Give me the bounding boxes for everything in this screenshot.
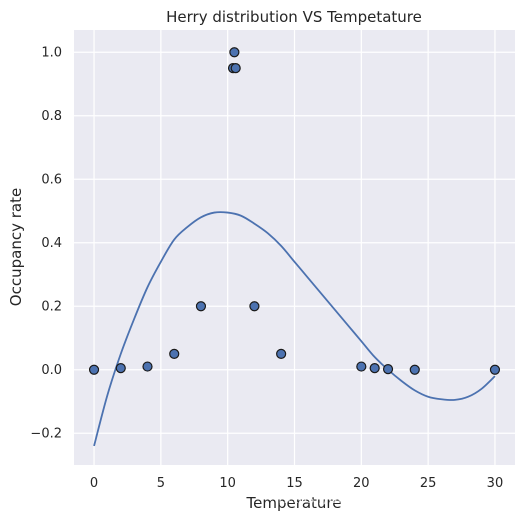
data-point-6 [229, 47, 240, 58]
watermark: https://blog.csdn.net/PRINCE2327 [278, 491, 515, 507]
data-point-14 [489, 364, 501, 375]
x-tick-label: 5 [157, 476, 165, 491]
x-tick-label: 30 [487, 476, 504, 491]
y-tick-label: 0.4 [41, 236, 62, 251]
y-tick-label: 0.8 [41, 109, 62, 124]
data-points-group [88, 47, 501, 375]
x-tick-label: 20 [353, 476, 370, 491]
fit-curve-line [93, 211, 496, 447]
x-axis-label: Temperature [245, 494, 341, 512]
chart-title: Herry distribution VS Tempetature [166, 8, 422, 26]
x-tick-label: 25 [420, 476, 437, 491]
data-point-0 [88, 364, 100, 375]
data-point-9 [276, 348, 287, 359]
x-tick-label: 0 [90, 476, 98, 491]
y-tick-label: 0.6 [41, 173, 62, 188]
y-axis-label: Occupancy rate [7, 188, 25, 306]
y-tick-label: 0.2 [41, 300, 62, 315]
data-point-8 [249, 301, 260, 312]
data-point-4 [195, 301, 207, 312]
data-point-13 [409, 364, 420, 375]
data-point-2 [142, 361, 153, 372]
data-point-1 [115, 363, 126, 374]
x-tick-label: 10 [219, 476, 236, 491]
data-point-7 [230, 63, 241, 74]
x-tick-label: 15 [286, 476, 303, 491]
data-point-11 [369, 363, 380, 374]
y-tick-labels: −0.2 0.0 0.2 0.4 0.6 0.8 1.0 [30, 46, 62, 442]
x-tick-labels: 0 5 10 15 20 25 30 [90, 476, 503, 491]
data-point-12 [382, 364, 394, 375]
y-tick-label: 0.0 [41, 363, 62, 378]
data-point-10 [356, 361, 367, 372]
y-tick-label: 1.0 [41, 46, 62, 61]
y-tick-label: −0.2 [30, 427, 62, 442]
data-point-3 [169, 348, 180, 359]
fit-curve-group [93, 211, 496, 447]
